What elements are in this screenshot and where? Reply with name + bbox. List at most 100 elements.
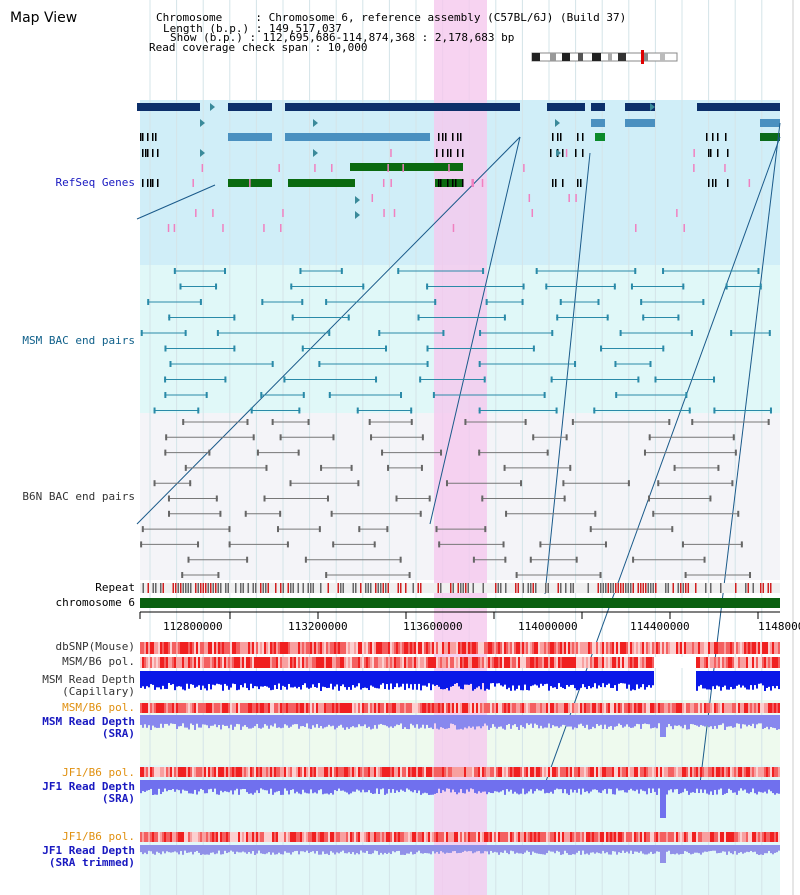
jf1-pol-heat-2: [440, 832, 442, 842]
msm-depth-capillary-bar: [252, 671, 254, 689]
dbsnp-heat: [506, 642, 508, 654]
msm-depth-capillary-bar: [578, 671, 580, 690]
track-label-msm-pol[interactable]: MSM/B6 pol.: [62, 655, 135, 668]
msm-pol-heat-2: [164, 703, 166, 713]
msm-depth-capillary-bar: [632, 671, 634, 690]
dbsnp-heat: [596, 642, 598, 654]
msm-depth-sra-bar: [142, 715, 144, 728]
dbsnp-heat: [494, 642, 496, 654]
msm-pol-heat-2: [756, 703, 758, 713]
jf1-pol-heat: [722, 767, 724, 777]
jf1-depth-trimmed-bar: [312, 845, 314, 852]
dbsnp-heat: [418, 642, 420, 654]
repeat-mark: [680, 583, 682, 593]
track-label-msm-bac[interactable]: MSM BAC end pairs: [22, 334, 135, 347]
jf1-depth-sra-bar: [750, 780, 752, 793]
msm-depth-capillary-bar: [180, 671, 182, 687]
jf1-pol-heat-2: [532, 832, 534, 842]
msm-pol-heat-2: [322, 703, 324, 713]
msm-depth-sra-bar: [192, 715, 194, 725]
dbsnp-heat: [704, 642, 706, 654]
track-label-dbsnp[interactable]: dbSNP(Mouse): [55, 640, 135, 653]
msm-depth-capillary-bar: [168, 671, 170, 684]
msm-depth-capillary-bar: [592, 671, 594, 688]
dbsnp-heat: [630, 642, 632, 654]
track-label-msm-depth-capillary[interactable]: MSM Read Depth (Capillary): [42, 673, 135, 698]
msm-pol-heat: [598, 657, 600, 668]
gene-exon: [760, 119, 780, 127]
msm-bac-end: [619, 330, 622, 336]
repeat-mark: [182, 583, 184, 593]
repeat-mark: [310, 583, 312, 593]
msm-depth-sra-bar: [668, 715, 670, 724]
jf1-pol-heat: [682, 767, 684, 777]
strand-arrow: [556, 149, 561, 157]
jf1-depth-trimmed-bar: [550, 845, 552, 852]
repeat-mark: [205, 583, 207, 593]
jf1-depth-sra-bar: [562, 780, 564, 794]
track-label-jf1-depth-sra[interactable]: JF1 Read Depth (SRA): [42, 780, 135, 805]
msm-depth-sra-bar: [228, 715, 230, 729]
track-label-msm-pol-2[interactable]: MSM/B6 pol.: [62, 701, 135, 714]
track-label-b6n-bac[interactable]: B6N BAC end pairs: [22, 490, 135, 503]
b6n-bac-end: [627, 480, 630, 487]
msm-depth-capillary-bar: [164, 671, 166, 689]
msm-depth-sra-bar: [468, 715, 470, 727]
msm-depth-sra-bar: [146, 715, 148, 728]
msm-depth-sra-bar: [158, 715, 160, 728]
msm-pol-heat-2: [742, 703, 744, 713]
repeat-mark: [622, 583, 624, 593]
jf1-depth-sra-bar: [316, 780, 318, 794]
track-label-jf1-depth-trimmed[interactable]: JF1 Read Depth (SRA trimmed): [42, 844, 135, 869]
strand-arrow: [355, 211, 360, 219]
jf1-pol-heat: [692, 767, 694, 777]
msm-pol-heat-2: [466, 703, 468, 713]
msm-pol-heat-2: [616, 703, 618, 713]
jf1-pol-heat: [694, 767, 696, 777]
jf1-pol-heat: [602, 767, 604, 777]
msm-bac-end: [688, 407, 691, 414]
msm-pol-heat: [204, 657, 206, 668]
msm-pol-heat-2: [570, 703, 572, 713]
jf1-depth-trimmed-bar: [722, 845, 724, 852]
track-label-jf1-pol-2[interactable]: JF1/B6 pol.: [62, 830, 135, 843]
chromosome-info: Chromosome : Chromosome 6, reference ass…: [156, 11, 627, 24]
msm-depth-sra-bar: [578, 715, 580, 725]
jf1-pol-heat: [324, 767, 326, 777]
msm-pol-heat-2: [160, 703, 162, 713]
msm-pol-heat: [674, 657, 676, 668]
dbsnp-heat: [556, 642, 558, 654]
b6n-bac-end: [565, 434, 568, 441]
track-label-jf1-pol[interactable]: JF1/B6 pol.: [62, 766, 135, 779]
jf1-pol-heat-2: [664, 832, 666, 842]
jf1-pol-heat-2: [292, 832, 294, 842]
msm-depth-capillary-bar: [516, 671, 518, 689]
msm-pol-heat: [176, 657, 178, 668]
b6n-bac-end: [332, 434, 335, 441]
dbsnp-heat: [284, 642, 286, 654]
b6n-bac-end: [265, 464, 268, 471]
jf1-pol-heat: [266, 767, 268, 777]
msm-depth-capillary-bar: [720, 671, 722, 691]
dbsnp-heat: [466, 642, 468, 654]
jf1-pol-heat-2: [448, 832, 450, 842]
msm-pol-heat-2: [340, 703, 342, 713]
jf1-pol-heat: [684, 767, 686, 777]
msm-depth-sra-bar: [526, 715, 528, 724]
jf1-pol-heat: [284, 767, 286, 777]
track-label-msm-depth-sra[interactable]: MSM Read Depth (SRA): [42, 715, 135, 740]
msm-pol-heat-2: [634, 703, 636, 713]
msm-pol-heat-2: [696, 703, 698, 713]
msm-pol-heat: [358, 657, 360, 668]
dbsnp-heat: [598, 642, 600, 654]
exon-tick: [552, 179, 554, 187]
msm-pol-heat-2: [168, 703, 170, 713]
msm-depth-sra-bar: [436, 715, 438, 729]
track-label-refseq[interactable]: RefSeq Genes: [55, 176, 135, 189]
msm-pol-heat-2: [468, 703, 470, 713]
msm-pol-heat-2: [384, 703, 386, 713]
repeat-mark: [412, 583, 414, 593]
msm-depth-capillary-bar: [582, 671, 584, 685]
repeat-mark: [527, 583, 529, 593]
